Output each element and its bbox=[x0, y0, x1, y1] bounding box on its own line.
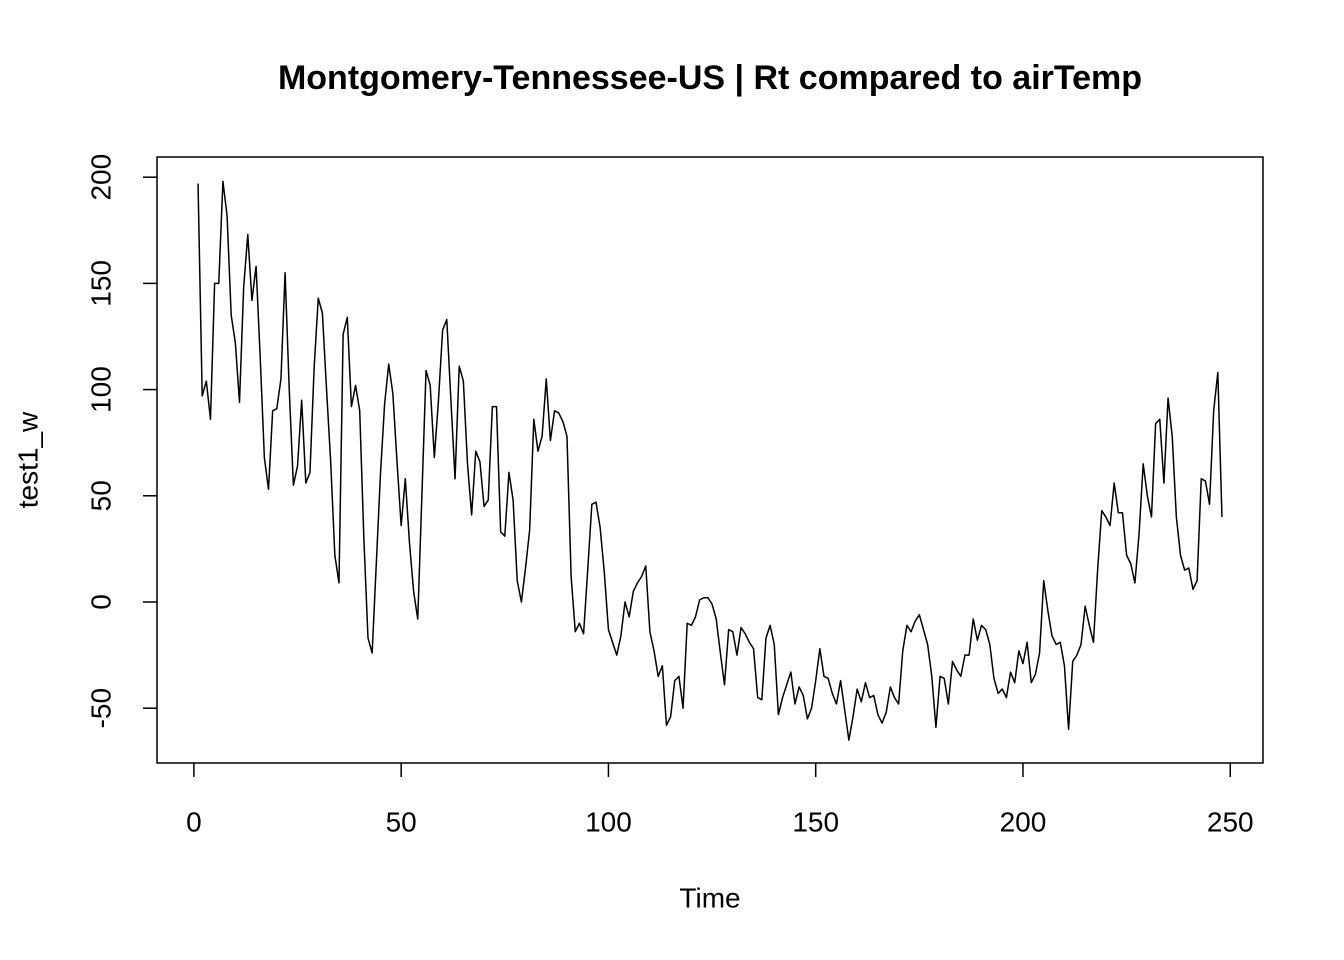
y-axis-label: test1_w bbox=[12, 411, 43, 508]
x-tick-label: 200 bbox=[1000, 806, 1047, 837]
y-tick-label: 100 bbox=[85, 366, 116, 413]
x-tick-label: 0 bbox=[186, 806, 202, 837]
x-tick-label: 50 bbox=[386, 806, 417, 837]
y-tick-label: 50 bbox=[85, 480, 116, 511]
x-axis-label: Time bbox=[679, 882, 740, 913]
x-tick-label: 100 bbox=[585, 806, 632, 837]
plot-box bbox=[156, 156, 1264, 764]
x-tick-label: 250 bbox=[1207, 806, 1254, 837]
y-tick-label: 0 bbox=[85, 594, 116, 610]
y-tick-label: 150 bbox=[85, 260, 116, 307]
data-line bbox=[197, 180, 1223, 741]
y-tick-label: 200 bbox=[85, 154, 116, 201]
x-tick-label: 150 bbox=[792, 806, 839, 837]
chart-title: Montgomery-Tennessee-US | Rt compared to… bbox=[278, 59, 1142, 97]
y-tick-label: -50 bbox=[85, 688, 116, 728]
